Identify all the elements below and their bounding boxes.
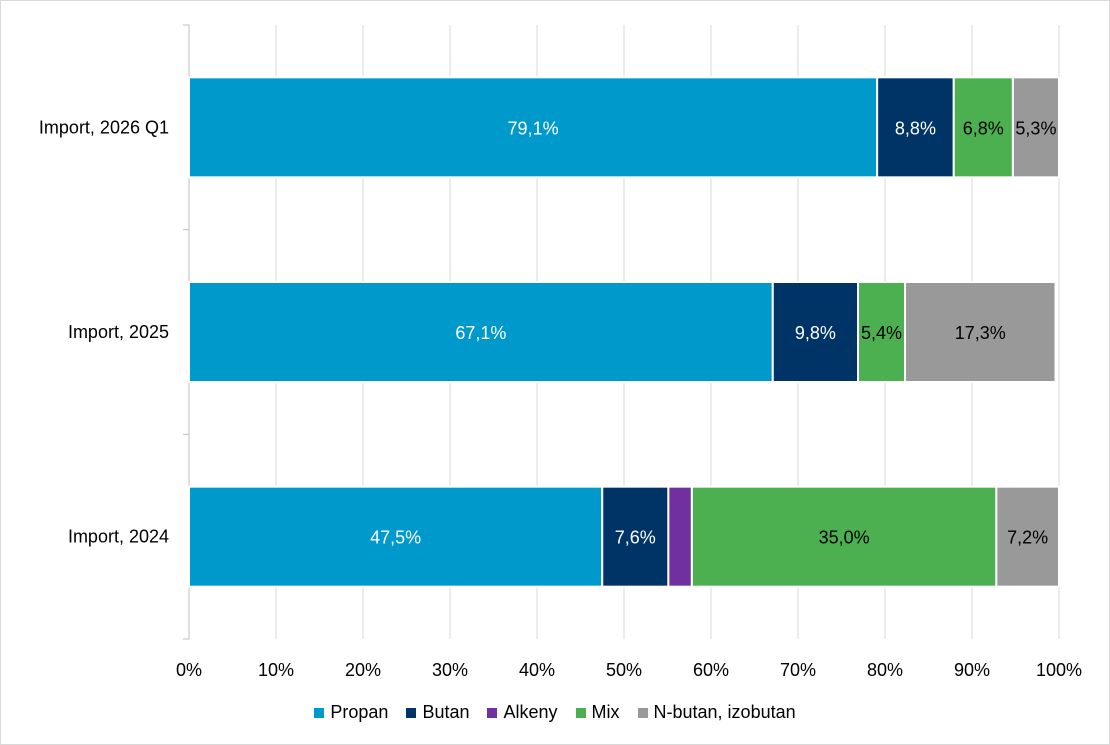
bar-segment [904, 281, 1057, 383]
data-label: 79,1% [508, 118, 559, 138]
x-tick-label: 30% [432, 660, 468, 680]
x-tick-label: 50% [606, 660, 642, 680]
x-tick-label: 40% [519, 660, 555, 680]
bar-segment [188, 485, 604, 588]
legend-item: Propan [314, 702, 388, 723]
legend-item: Alkeny [487, 702, 558, 723]
data-label: 5,4% [861, 323, 902, 343]
bar-segment [188, 76, 879, 179]
bar-segment [857, 281, 907, 383]
legend-label: Propan [330, 702, 389, 722]
legend-item: N-butan, izobutan [637, 702, 796, 723]
x-tick-label: 80% [867, 660, 903, 680]
x-tick-label: 90% [954, 660, 990, 680]
category-label: Import, 2026 Q1 [39, 117, 169, 137]
bar-segment [667, 485, 693, 588]
legend-swatch [575, 707, 586, 718]
data-label: 6,8% [963, 118, 1004, 138]
legend-item: Butan [406, 702, 469, 723]
legend-label: Mix [591, 702, 620, 722]
legend-label: Alkeny [503, 702, 558, 722]
bar-segment [690, 485, 998, 588]
stacked-bar-chart: 0% 10% 20% 30% 40% 50% 60% 70% 80% 90% 100% Import,… [39, 24, 1082, 680]
data-label: 35,0% [819, 528, 870, 548]
data-label: 8,8% [895, 118, 936, 138]
category-label: Import, 2024 [68, 527, 169, 547]
legend-swatch [487, 707, 498, 718]
legend-item: Mix [575, 702, 620, 723]
legend-swatch [637, 707, 648, 718]
data-label: 7,6% [615, 528, 656, 548]
x-tick-label: 20% [345, 660, 381, 680]
x-tick-label: 100% [1036, 660, 1082, 680]
chart-legend: Propan Butan Alkeny Mix N-butan, izobutan [0, 702, 1110, 723]
x-tick-label: 60% [693, 660, 729, 680]
legend-swatch [406, 707, 417, 718]
bar-segment [995, 485, 1060, 588]
bar-segment [1011, 76, 1061, 179]
bar-segment [188, 281, 774, 383]
x-tick-label: 70% [780, 660, 816, 680]
legend-label: N-butan, izobutan [653, 702, 796, 722]
bar-segment [771, 281, 860, 383]
data-label: 47,5% [370, 528, 421, 548]
x-tick-label: 10% [258, 660, 294, 680]
data-label: 7,2% [1007, 528, 1048, 548]
data-label: 5,3% [1015, 118, 1056, 138]
data-label: 9,8% [795, 323, 836, 343]
bar-segment [952, 76, 1014, 179]
x-tick-label: 0% [176, 660, 202, 680]
data-label: 67,1% [455, 323, 506, 343]
data-label: 17,3% [955, 323, 1006, 343]
legend-label: Butan [422, 702, 470, 722]
category-label: Import, 2025 [68, 322, 169, 342]
legend-swatch [314, 707, 325, 718]
